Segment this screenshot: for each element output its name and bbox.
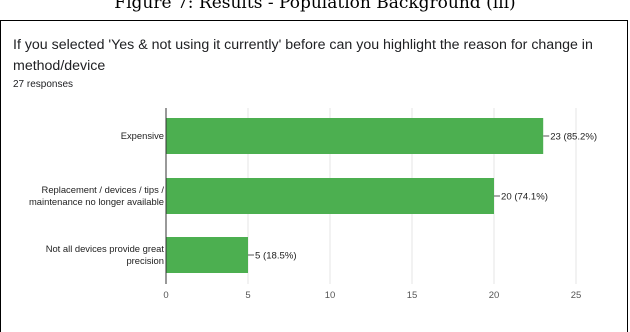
x-tick-label: 5	[245, 290, 250, 301]
bar	[166, 178, 494, 214]
x-tick-label: 15	[407, 290, 418, 301]
data-label: 5 (18.5%)	[255, 251, 297, 262]
category-label: Not all devices provide great precision	[0, 243, 164, 267]
category-label-line: Expensive	[120, 130, 164, 141]
x-tick-label: 10	[325, 290, 336, 301]
x-tick-label: 20	[489, 290, 500, 301]
bar	[166, 118, 544, 154]
data-label: 23 (85.2%)	[550, 132, 597, 143]
category-label-line: Replacement / devices / tips /	[41, 184, 164, 195]
figure-caption: Figure 7: Results - Population Backgroun…	[114, 0, 516, 13]
category-label: Expensive	[0, 130, 164, 142]
response-count: 27 responses	[13, 79, 74, 90]
category-label-line: Not all devices provide great	[45, 243, 164, 254]
category-label-line: maintenance no longer available	[29, 196, 164, 207]
x-tick-label: 25	[571, 290, 582, 301]
data-label: 20 (74.1%)	[501, 192, 548, 203]
bar	[166, 237, 248, 273]
x-tick-label: 0	[163, 290, 168, 301]
question-title: If you selected 'Yes & not using it curr…	[13, 37, 593, 74]
category-label-line: precision	[126, 255, 164, 266]
category-label: Replacement / devices / tips / maintenanc…	[0, 184, 164, 208]
response-chart-card: If you selected 'Yes & not using it curr…	[0, 20, 628, 332]
